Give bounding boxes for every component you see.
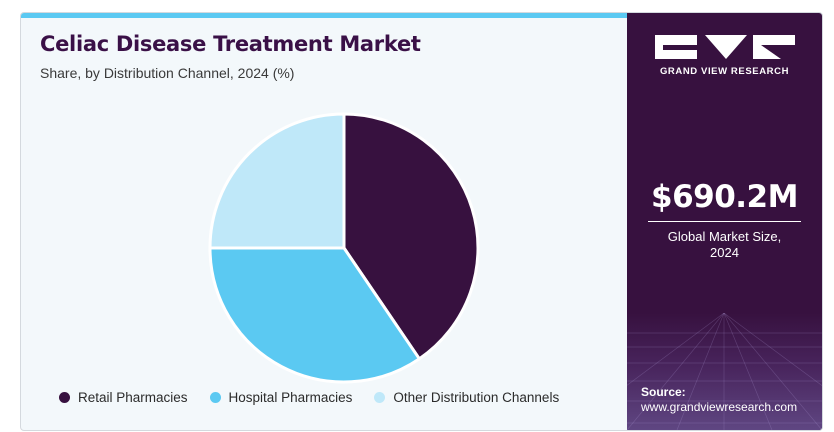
source-label: Source: [641, 385, 686, 399]
perspective-grid [627, 313, 822, 430]
legend-item-hospital-pharmacies: Hospital Pharmacies [209, 390, 353, 405]
pie-slice-retail-pharmacies [342, 112, 480, 361]
legend-swatch [209, 392, 221, 403]
chart-card: Celiac Disease Treatment Market Share, b… [20, 12, 823, 431]
sidebar-gradient [627, 313, 822, 430]
legend-label: Hospital Pharmacies [228, 390, 353, 405]
market-size-label: Global Market Size, 2024 [627, 229, 822, 261]
legend-swatch [59, 392, 70, 403]
chart-legend: Retail Pharmacies Hospital Pharmacies Ot… [59, 390, 581, 405]
legend-item-other-distribution-channels: Other Distribution Channels [374, 390, 559, 405]
chart-panel: Celiac Disease Treatment Market Share, b… [21, 13, 627, 430]
pie-chart [208, 112, 480, 384]
market-sidebar: GRAND VIEW RESEARCH $690.2M Global Marke… [627, 13, 822, 430]
market-size-label-line2: 2024 [710, 245, 739, 260]
source-link[interactable]: www.grandviewresearch.com [641, 400, 798, 414]
pie-slice-other-distribution-channels [208, 112, 346, 250]
legend-label: Other Distribution Channels [393, 390, 560, 405]
legend-swatch [374, 392, 386, 403]
pie-slice-hospital-pharmacies [208, 246, 421, 384]
gvr-logo-icon [655, 35, 795, 59]
chart-subtitle: Share, by Distribution Channel, 2024 (%) [40, 65, 295, 81]
divider [648, 221, 801, 222]
logo-text: GRAND VIEW RESEARCH [659, 66, 790, 77]
legend-label: Retail Pharmacies [78, 390, 188, 405]
chart-title: Celiac Disease Treatment Market [40, 32, 421, 56]
legend-item-retail-pharmacies: Retail Pharmacies [59, 390, 188, 405]
market-size-label-line1: Global Market Size, [667, 229, 782, 244]
market-size-value: $690.2M [651, 179, 798, 215]
accent-bar [21, 13, 627, 18]
